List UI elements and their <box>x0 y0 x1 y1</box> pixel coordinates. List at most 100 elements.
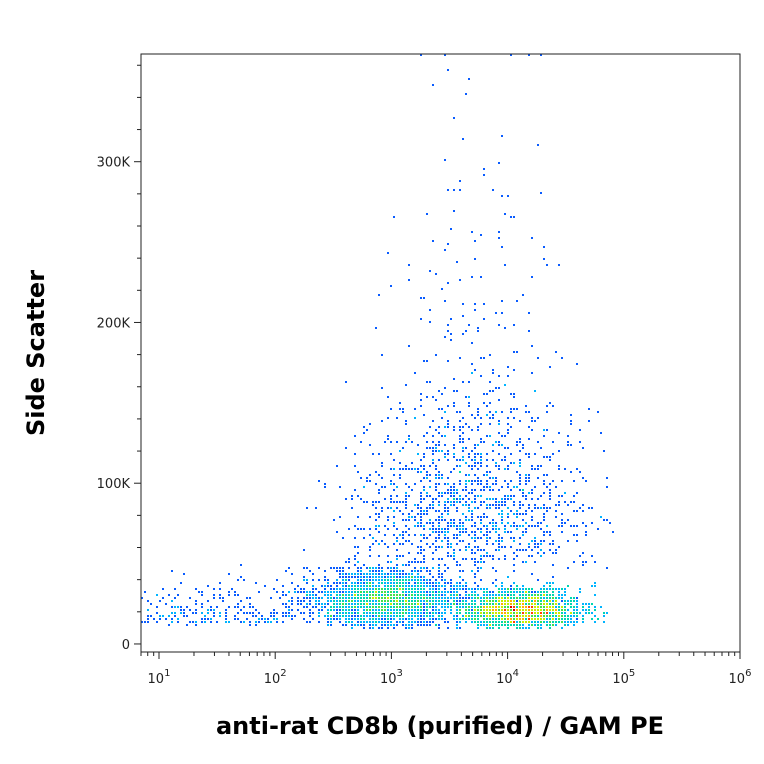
data-point <box>570 420 572 422</box>
data-point <box>381 591 383 593</box>
data-point <box>399 600 401 602</box>
data-point <box>390 408 392 410</box>
data-point <box>408 624 410 626</box>
data-point <box>333 606 335 608</box>
data-point <box>486 627 488 629</box>
data-point <box>375 594 377 596</box>
data-point <box>336 600 338 602</box>
data-point <box>552 603 554 605</box>
data-point <box>498 465 500 467</box>
data-point <box>522 513 524 515</box>
data-point <box>303 549 305 551</box>
data-point <box>504 546 506 548</box>
data-point <box>477 624 479 626</box>
y-axis-title: Side Scatter <box>22 270 50 436</box>
data-point <box>420 465 422 467</box>
data-point <box>438 615 440 617</box>
data-point <box>450 522 452 524</box>
data-point <box>492 390 494 392</box>
data-point <box>456 534 458 536</box>
data-point <box>387 615 389 617</box>
data-point <box>468 507 470 509</box>
data-point <box>354 588 356 590</box>
data-point <box>438 597 440 599</box>
data-point <box>276 612 278 614</box>
data-point <box>306 594 308 596</box>
data-point <box>393 612 395 614</box>
data-point <box>474 558 476 560</box>
data-point <box>507 612 509 614</box>
data-point <box>582 552 584 554</box>
data-point <box>534 609 536 611</box>
data-point <box>501 597 503 599</box>
data-point <box>267 618 269 620</box>
data-point <box>474 600 476 602</box>
data-point <box>360 528 362 530</box>
data-point <box>408 621 410 623</box>
data-point <box>408 519 410 521</box>
data-point <box>357 570 359 572</box>
data-point <box>435 465 437 467</box>
data-point <box>438 567 440 569</box>
data-point <box>483 534 485 536</box>
data-point <box>570 471 572 473</box>
data-point <box>291 603 293 605</box>
data-point <box>576 540 578 542</box>
x-tick-label: 101 <box>148 668 171 687</box>
data-point <box>375 528 377 530</box>
data-point <box>411 489 413 491</box>
data-point <box>516 351 518 353</box>
data-point <box>498 453 500 455</box>
data-point <box>420 615 422 617</box>
data-point <box>435 477 437 479</box>
data-point <box>501 624 503 626</box>
data-point <box>261 615 263 617</box>
data-point <box>552 606 554 608</box>
data-point <box>210 609 212 611</box>
data-point <box>426 621 428 623</box>
data-point <box>462 504 464 506</box>
data-point <box>375 579 377 581</box>
data-point <box>486 480 488 482</box>
data-point <box>480 621 482 623</box>
data-point <box>417 522 419 524</box>
data-point <box>504 606 506 608</box>
data-point <box>435 531 437 533</box>
data-point <box>513 486 515 488</box>
data-point <box>576 618 578 620</box>
data-point <box>456 621 458 623</box>
data-point <box>519 549 521 551</box>
data-point <box>429 447 431 449</box>
data-point <box>369 555 371 557</box>
data-point <box>507 576 509 578</box>
data-point <box>429 321 431 323</box>
data-point <box>342 579 344 581</box>
data-point <box>348 561 350 563</box>
data-point <box>438 426 440 428</box>
data-point <box>495 501 497 503</box>
data-point <box>477 411 479 413</box>
data-point <box>417 615 419 617</box>
data-point <box>486 537 488 539</box>
data-point <box>540 606 542 608</box>
data-point <box>492 450 494 452</box>
data-point <box>438 477 440 479</box>
data-point <box>564 600 566 602</box>
data-point <box>396 495 398 497</box>
data-point <box>444 510 446 512</box>
data-point <box>420 591 422 593</box>
data-point <box>462 603 464 605</box>
data-point <box>522 609 524 611</box>
data-point <box>501 612 503 614</box>
x-axis-title: anti-rat CD8b (purified) / GAM PE <box>216 712 664 740</box>
data-point <box>426 396 428 398</box>
data-point <box>465 621 467 623</box>
data-point <box>546 429 548 431</box>
data-point <box>282 585 284 587</box>
data-point <box>564 591 566 593</box>
data-point <box>357 567 359 569</box>
data-point <box>471 459 473 461</box>
data-point <box>300 600 302 602</box>
data-point <box>246 612 248 614</box>
data-point <box>507 417 509 419</box>
